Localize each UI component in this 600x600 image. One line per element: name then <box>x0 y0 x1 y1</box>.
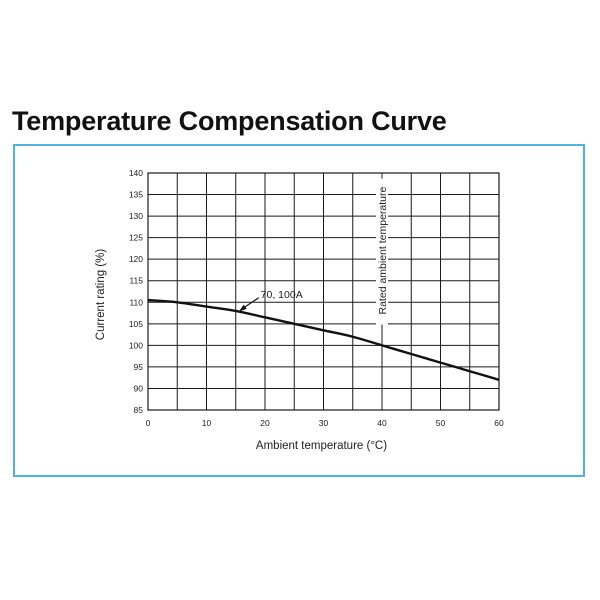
y-tick-label: 120 <box>129 254 143 264</box>
x-tick-labels: 0 10 20 30 40 50 60 <box>146 418 504 428</box>
y-tick-label: 105 <box>129 319 143 329</box>
annotation-layer: 70, 100A Rated ambient temperature <box>238 178 389 325</box>
y-tick-label: 100 <box>129 340 143 350</box>
y-axis-title: Current rating (%) <box>95 249 107 341</box>
plot-area-border <box>147 172 500 411</box>
x-axis-title: Ambient temperature (°C) <box>256 440 387 452</box>
x-tick-label: 60 <box>494 418 504 428</box>
x-tick-label: 20 <box>260 418 270 428</box>
y-tick-label: 95 <box>134 362 144 372</box>
y-tick-label: 110 <box>129 297 143 307</box>
series-layer <box>147 298 500 381</box>
y-tick-label: 115 <box>129 276 143 286</box>
x-tick-label: 0 <box>146 418 151 428</box>
x-tick-label: 30 <box>319 418 329 428</box>
y-tick-labels: 85 90 95 100 105 110 115 120 125 130 135 140 <box>129 168 143 415</box>
y-tick-label: 135 <box>129 190 143 200</box>
series-line <box>147 298 500 381</box>
y-tick-label: 130 <box>129 211 143 221</box>
y-tick-label: 85 <box>134 405 144 415</box>
x-tick-label: 50 <box>436 418 446 428</box>
rated-ambient-label: Rated ambient temperature <box>377 186 389 314</box>
page-title: Temperature Compensation Curve <box>12 106 447 136</box>
y-tick-label: 125 <box>129 233 143 243</box>
rated-label-mask <box>376 178 388 325</box>
x-tick-label: 10 <box>202 418 212 428</box>
series-label-arrowhead <box>238 304 247 312</box>
chart-grid <box>147 172 500 411</box>
y-tick-label: 90 <box>134 383 144 393</box>
chart-frame <box>13 144 585 477</box>
y-tick-label: 140 <box>129 168 143 178</box>
x-tick-label: 40 <box>377 418 387 428</box>
series-label: 70, 100A <box>261 289 303 301</box>
